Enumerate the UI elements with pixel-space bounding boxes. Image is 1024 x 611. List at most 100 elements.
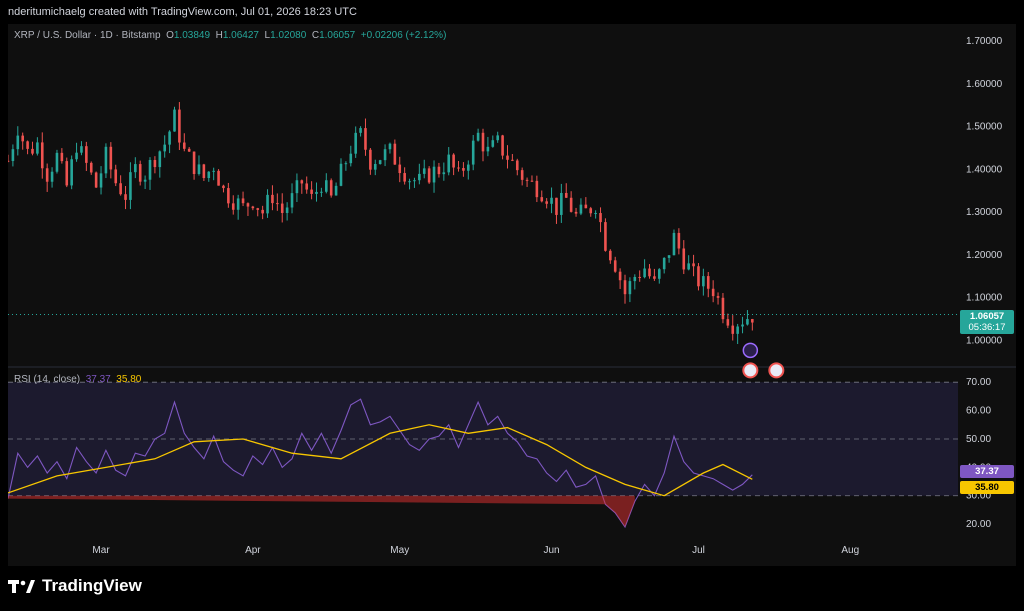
candle-body bbox=[85, 146, 88, 163]
tradingview-logo-icon bbox=[8, 580, 35, 593]
candle-body bbox=[530, 180, 534, 182]
candle-body bbox=[618, 271, 622, 281]
brand-logo[interactable]: TradingView bbox=[8, 574, 142, 598]
high-value: 1.06427 bbox=[222, 30, 259, 41]
candle-body bbox=[8, 160, 10, 162]
chart-svg[interactable]: 1.70000 1.60000 1.50000 1.40000 1.30000 1.200… bbox=[8, 24, 1016, 566]
candle-body bbox=[706, 276, 710, 289]
candle-body bbox=[168, 131, 171, 145]
change-value: +0.02206 (+2.12%) bbox=[360, 30, 447, 41]
rsi-oversold-fill bbox=[8, 495, 635, 527]
symbol-legend: XRP / U.S. Dollar · 1D · Bitstamp O1.038… bbox=[14, 30, 446, 41]
candle-body bbox=[182, 142, 186, 149]
candle-body bbox=[535, 180, 539, 198]
month-tick-label: Aug bbox=[841, 545, 859, 556]
candle-body bbox=[143, 179, 147, 182]
candle-body bbox=[677, 232, 681, 249]
candle-body bbox=[305, 183, 309, 190]
author-line: nderitumichaelg created with TradingView… bbox=[8, 6, 357, 18]
candle-body bbox=[236, 198, 240, 210]
candle-body bbox=[134, 164, 137, 173]
countdown: 05:36:17 bbox=[968, 322, 1006, 333]
candle-body bbox=[158, 151, 162, 168]
candle-body bbox=[153, 160, 157, 168]
candle-body bbox=[207, 171, 211, 179]
close-label: C bbox=[311, 30, 320, 41]
candle-body bbox=[398, 164, 402, 174]
candle-body bbox=[486, 146, 490, 152]
candle-body bbox=[119, 183, 122, 195]
candle-body bbox=[124, 194, 127, 200]
candle-body bbox=[731, 325, 735, 334]
candle-body bbox=[672, 232, 676, 256]
candle-body bbox=[711, 288, 715, 297]
candle-body bbox=[320, 191, 323, 193]
candle-body bbox=[599, 213, 602, 223]
candle-body bbox=[256, 208, 260, 210]
chart-area[interactable]: 1.70000 1.60000 1.50000 1.40000 1.30000 1.200… bbox=[8, 24, 1016, 566]
open-label: O bbox=[166, 30, 174, 41]
candle-body bbox=[231, 203, 235, 210]
rsi-band-fill bbox=[8, 382, 958, 496]
candle-body bbox=[432, 166, 436, 183]
candle-body bbox=[324, 180, 328, 192]
candle-body bbox=[471, 140, 475, 165]
candle-body bbox=[148, 160, 152, 180]
candle-body bbox=[378, 160, 382, 164]
candle-body bbox=[354, 132, 357, 154]
candle-body bbox=[501, 135, 504, 156]
candle-body bbox=[315, 191, 318, 194]
candle-body bbox=[173, 109, 176, 132]
last-price: 1.06057 bbox=[969, 311, 1005, 322]
candle-body bbox=[697, 266, 700, 287]
candle-body bbox=[369, 149, 372, 170]
high-label: H bbox=[215, 30, 223, 41]
candle-body bbox=[613, 260, 617, 272]
candle-body bbox=[653, 276, 656, 279]
candle-body bbox=[104, 146, 108, 174]
rsi-tick-label: 70.00 bbox=[966, 377, 991, 388]
brand-name: TradingView bbox=[42, 576, 142, 595]
candle-body bbox=[65, 161, 69, 186]
candle-body bbox=[545, 201, 548, 204]
low-label: L bbox=[264, 30, 271, 41]
candle-body bbox=[251, 206, 255, 209]
price-tick-label: 1.60000 bbox=[966, 79, 1003, 90]
candle-body bbox=[746, 319, 749, 325]
candle-body bbox=[89, 162, 93, 173]
candle-body bbox=[692, 263, 695, 267]
candle-body bbox=[476, 132, 480, 141]
candle-body bbox=[515, 160, 519, 171]
candle-body bbox=[427, 168, 431, 183]
candle-body bbox=[109, 146, 113, 170]
candle-body bbox=[21, 135, 24, 142]
candle-body bbox=[589, 208, 593, 214]
candle-body bbox=[99, 173, 103, 188]
candle-body bbox=[334, 185, 338, 196]
candle-body bbox=[388, 143, 392, 150]
rsi-value: 37.37 bbox=[85, 374, 111, 385]
candle-body bbox=[212, 170, 215, 172]
candle-body bbox=[569, 197, 573, 212]
candle-body bbox=[462, 168, 465, 171]
price-tick-label: 1.40000 bbox=[966, 164, 1003, 175]
month-tick-label: Apr bbox=[245, 545, 261, 556]
candle-body bbox=[241, 198, 245, 204]
candle-body bbox=[648, 268, 651, 277]
candle-body bbox=[373, 163, 377, 170]
candle-body bbox=[594, 213, 597, 215]
candle-body bbox=[280, 203, 284, 213]
month-tick-label: Jul bbox=[692, 545, 705, 556]
candle-body bbox=[75, 152, 78, 160]
candle-body bbox=[437, 166, 441, 175]
candle-body bbox=[246, 203, 250, 207]
candle-body bbox=[70, 159, 73, 186]
candle-body bbox=[364, 128, 367, 150]
rsi-ma-value: 35.80 bbox=[116, 374, 142, 385]
candle-body bbox=[227, 188, 230, 204]
price-tick-label: 1.30000 bbox=[966, 207, 1003, 218]
candle-body bbox=[36, 142, 39, 154]
lightning-marker-icon bbox=[742, 342, 759, 359]
candle-body bbox=[496, 135, 499, 141]
